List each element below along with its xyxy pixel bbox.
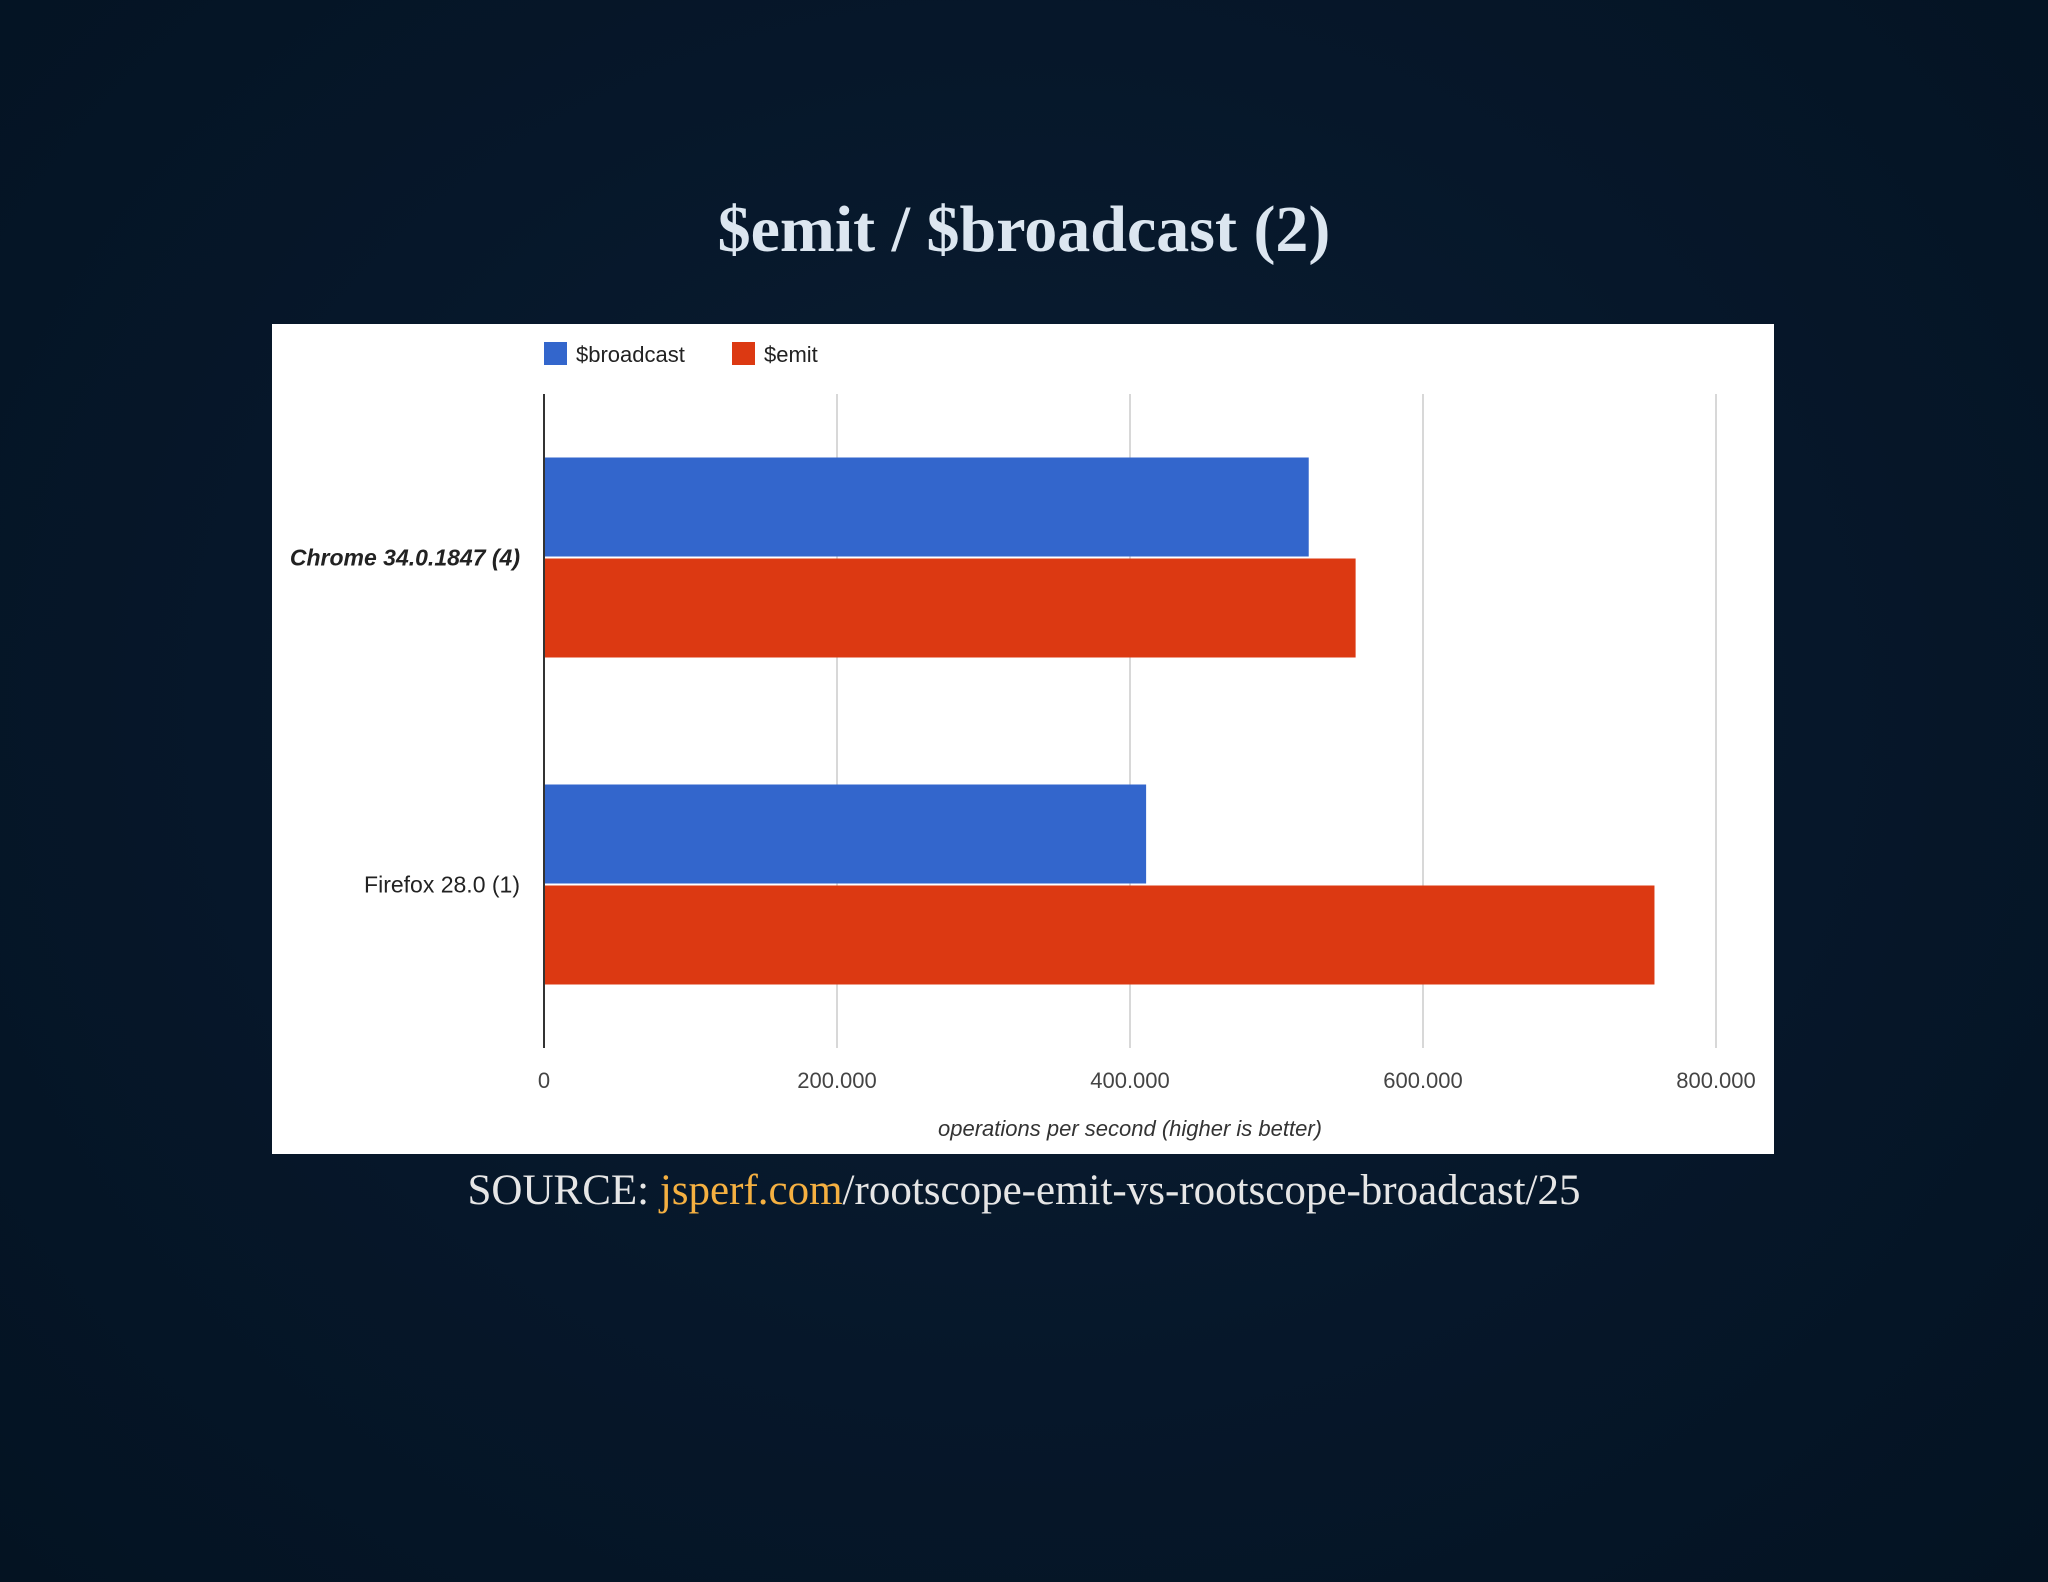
category-label: Chrome 34.0.1847 (4) bbox=[290, 545, 520, 571]
bar bbox=[544, 885, 1655, 985]
x-axis-title: operations per second (higher is better) bbox=[938, 1116, 1322, 1141]
source-line: SOURCE: jsperf.com/rootscope-emit-vs-roo… bbox=[0, 1163, 2048, 1219]
source-link[interactable]: jsperf.com bbox=[659, 1167, 843, 1214]
bar bbox=[544, 558, 1356, 658]
x-tick-label: 0 bbox=[538, 1068, 550, 1093]
legend-label: $broadcast bbox=[576, 342, 685, 367]
legend-swatch bbox=[732, 342, 755, 365]
legend-label: $emit bbox=[764, 342, 818, 367]
x-tick-label: 200.000 bbox=[797, 1068, 877, 1093]
bar bbox=[544, 784, 1147, 884]
slide-title: $emit / $broadcast (2) bbox=[717, 193, 1331, 266]
chart-panel: 0 200.000 400.000 600.000 800.000 Chrome 34.0… bbox=[272, 324, 1774, 1154]
bar-chart: 0 200.000 400.000 600.000 800.000 Chrome 34.0… bbox=[290, 342, 1756, 1141]
bar bbox=[544, 457, 1309, 557]
source-prefix: SOURCE: bbox=[467, 1167, 660, 1214]
source-path: /rootscope-emit-vs-rootscope-broadcast/2… bbox=[842, 1167, 1581, 1214]
x-tick-label: 400.000 bbox=[1090, 1068, 1170, 1093]
x-tick-label: 600.000 bbox=[1383, 1068, 1463, 1093]
category-label: Firefox 28.0 (1) bbox=[364, 872, 520, 898]
x-tick-label: 800.000 bbox=[1676, 1068, 1756, 1093]
legend-swatch bbox=[544, 342, 567, 365]
